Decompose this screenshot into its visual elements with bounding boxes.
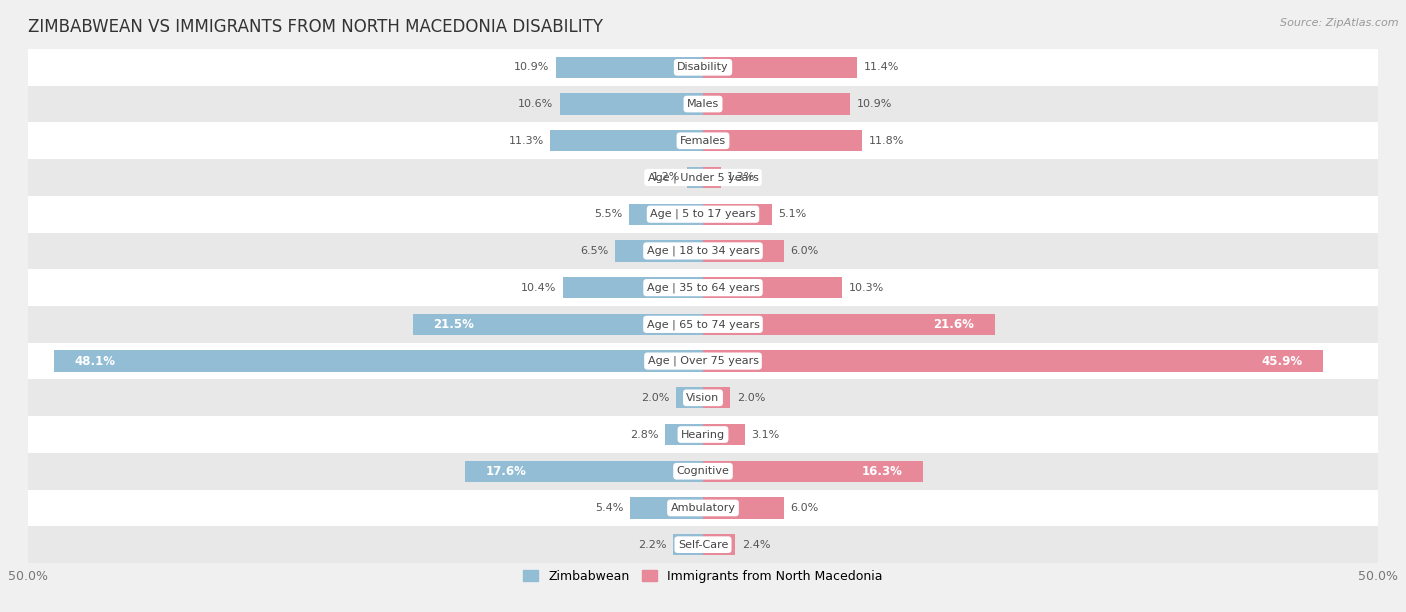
Bar xyxy=(28,453,1378,490)
Text: 11.4%: 11.4% xyxy=(863,62,898,72)
Bar xyxy=(703,94,851,114)
Legend: Zimbabwean, Immigrants from North Macedonia: Zimbabwean, Immigrants from North Macedo… xyxy=(519,565,887,588)
Text: Age | Over 75 years: Age | Over 75 years xyxy=(648,356,758,367)
Bar xyxy=(28,122,1378,159)
Bar xyxy=(53,351,703,371)
Bar xyxy=(28,379,1378,416)
Bar xyxy=(560,94,703,114)
Bar xyxy=(28,306,1378,343)
Text: Disability: Disability xyxy=(678,62,728,72)
Text: 16.3%: 16.3% xyxy=(862,465,903,478)
Text: Age | 18 to 34 years: Age | 18 to 34 years xyxy=(647,245,759,256)
Bar xyxy=(703,314,994,335)
Bar xyxy=(551,130,703,151)
Text: 17.6%: 17.6% xyxy=(485,465,527,478)
Text: Males: Males xyxy=(688,99,718,109)
Text: 2.0%: 2.0% xyxy=(641,393,669,403)
Bar xyxy=(616,241,703,261)
Text: Cognitive: Cognitive xyxy=(676,466,730,476)
Text: 21.5%: 21.5% xyxy=(433,318,474,331)
Text: Source: ZipAtlas.com: Source: ZipAtlas.com xyxy=(1281,18,1399,28)
Text: 2.8%: 2.8% xyxy=(630,430,658,439)
Text: 2.4%: 2.4% xyxy=(742,540,770,550)
Text: Ambulatory: Ambulatory xyxy=(671,503,735,513)
Bar xyxy=(28,86,1378,122)
Bar xyxy=(28,343,1378,379)
Text: 48.1%: 48.1% xyxy=(75,354,115,368)
Bar xyxy=(555,57,703,78)
Bar xyxy=(562,277,703,298)
Bar xyxy=(465,461,703,482)
Bar xyxy=(413,314,703,335)
Bar xyxy=(28,196,1378,233)
Bar xyxy=(703,387,730,408)
Text: 5.1%: 5.1% xyxy=(779,209,807,219)
Bar xyxy=(676,387,703,408)
Bar xyxy=(628,204,703,225)
Bar xyxy=(28,416,1378,453)
Text: Vision: Vision xyxy=(686,393,720,403)
Text: 2.0%: 2.0% xyxy=(737,393,765,403)
Bar xyxy=(665,424,703,445)
Bar xyxy=(703,351,1323,371)
Bar xyxy=(28,490,1378,526)
Text: 1.3%: 1.3% xyxy=(727,173,755,182)
Bar xyxy=(703,167,720,188)
Text: ZIMBABWEAN VS IMMIGRANTS FROM NORTH MACEDONIA DISABILITY: ZIMBABWEAN VS IMMIGRANTS FROM NORTH MACE… xyxy=(28,18,603,36)
Bar xyxy=(703,204,772,225)
Text: Self-Care: Self-Care xyxy=(678,540,728,550)
Bar xyxy=(28,159,1378,196)
Bar xyxy=(28,49,1378,86)
Text: 5.4%: 5.4% xyxy=(595,503,623,513)
Bar xyxy=(673,534,703,555)
Text: 11.8%: 11.8% xyxy=(869,136,904,146)
Bar xyxy=(28,233,1378,269)
Text: 10.3%: 10.3% xyxy=(849,283,884,293)
Text: 6.0%: 6.0% xyxy=(790,503,818,513)
Text: 11.3%: 11.3% xyxy=(509,136,544,146)
Bar xyxy=(703,277,842,298)
Bar xyxy=(703,534,735,555)
Text: 3.1%: 3.1% xyxy=(752,430,780,439)
Bar xyxy=(703,130,862,151)
Text: 6.0%: 6.0% xyxy=(790,246,818,256)
Text: 10.9%: 10.9% xyxy=(513,62,550,72)
Bar xyxy=(630,498,703,518)
Text: Hearing: Hearing xyxy=(681,430,725,439)
Text: 5.5%: 5.5% xyxy=(593,209,621,219)
Bar xyxy=(703,241,785,261)
Text: Age | 35 to 64 years: Age | 35 to 64 years xyxy=(647,282,759,293)
Text: Age | Under 5 years: Age | Under 5 years xyxy=(648,172,758,183)
Bar xyxy=(703,461,922,482)
Text: 10.9%: 10.9% xyxy=(856,99,893,109)
Text: 45.9%: 45.9% xyxy=(1261,354,1302,368)
Text: Females: Females xyxy=(681,136,725,146)
Bar xyxy=(703,498,785,518)
Text: Age | 5 to 17 years: Age | 5 to 17 years xyxy=(650,209,756,220)
Bar xyxy=(28,526,1378,563)
Text: 1.2%: 1.2% xyxy=(651,173,681,182)
Bar xyxy=(686,167,703,188)
Text: 10.6%: 10.6% xyxy=(517,99,553,109)
Bar xyxy=(703,57,856,78)
Bar xyxy=(703,424,745,445)
Text: Age | 65 to 74 years: Age | 65 to 74 years xyxy=(647,319,759,330)
Text: 6.5%: 6.5% xyxy=(581,246,609,256)
Text: 10.4%: 10.4% xyxy=(520,283,555,293)
Text: 2.2%: 2.2% xyxy=(638,540,666,550)
Bar xyxy=(28,269,1378,306)
Text: 21.6%: 21.6% xyxy=(934,318,974,331)
